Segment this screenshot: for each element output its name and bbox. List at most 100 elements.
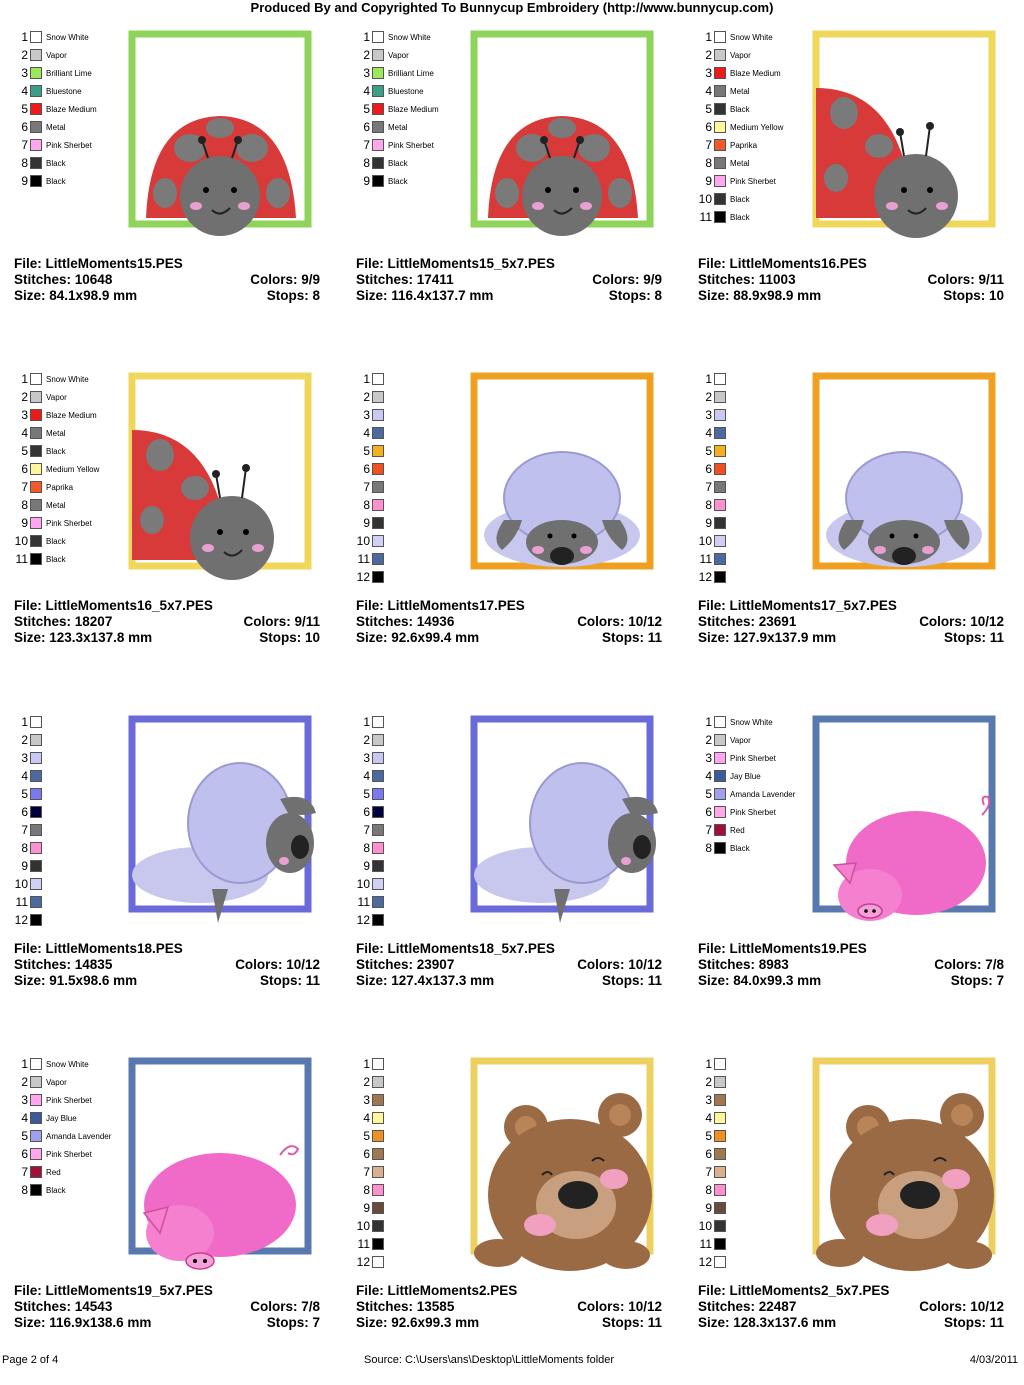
thread-color-swatch xyxy=(30,49,42,61)
thread-color-name: Paprika xyxy=(46,482,74,492)
file-name: LittleMoments15_5x7.PES xyxy=(387,256,555,271)
thread-color-swatch xyxy=(714,842,726,854)
stop-count: 11 xyxy=(305,973,320,988)
pig-embroidery-image xyxy=(804,713,1004,933)
file-label: File: xyxy=(356,941,384,956)
size-label: Size: xyxy=(14,973,46,988)
design-size: 92.6x99.3 mm xyxy=(391,1315,480,1330)
thread-number: 10 xyxy=(698,192,712,206)
thread-color-row: 9 Pink Sherbet xyxy=(698,172,783,190)
stop-count: 8 xyxy=(654,288,662,303)
thread-color-name: Amanda Lavender xyxy=(46,1131,112,1141)
thread-color-swatch xyxy=(714,824,726,836)
design-info: File: LittleMoments17_5x7.PES Stitches: 2… xyxy=(698,598,1004,646)
thread-color-list: 1 Snow White 2 Vapor 3 Blaze Medium 4 Metal 5 Bla… xyxy=(14,370,100,568)
thread-color-name: Brilliant Lime xyxy=(46,68,92,78)
thread-color-name: Snow White xyxy=(730,32,773,42)
color-count: 7/8 xyxy=(301,1299,320,1314)
thread-color-swatch xyxy=(372,49,384,61)
thread-color-row: 5 xyxy=(698,442,730,460)
stop-count: 11 xyxy=(647,630,662,645)
stops-label: Stops: xyxy=(601,1315,644,1330)
design-size: 91.5x98.6 mm xyxy=(49,973,138,988)
thread-number: 4 xyxy=(705,769,712,783)
thread-number: 4 xyxy=(363,769,370,783)
thread-color-swatch xyxy=(372,1094,384,1106)
thread-color-row: 6 Pink Sherbet xyxy=(698,803,795,821)
thread-number: 1 xyxy=(705,1057,712,1071)
design-size: 92.6x99.4 mm xyxy=(391,630,480,645)
stitch-count: 23691 xyxy=(758,614,797,629)
thread-color-row: 11 xyxy=(356,1235,388,1253)
sheep-embroidery-image xyxy=(804,370,1004,590)
thread-color-swatch xyxy=(714,67,726,79)
color-count: 9/9 xyxy=(301,272,320,287)
thread-color-swatch xyxy=(30,1094,42,1106)
thread-number: 4 xyxy=(21,769,28,783)
size-label: Size: xyxy=(14,288,46,303)
thread-number: 8 xyxy=(705,841,712,855)
thread-color-row: 2 xyxy=(356,388,388,406)
thread-color-swatch xyxy=(372,1238,384,1250)
stitches-label: Stitches: xyxy=(698,614,756,629)
thread-color-swatch xyxy=(30,103,42,115)
thread-color-swatch xyxy=(714,770,726,782)
thread-color-swatch xyxy=(372,409,384,421)
thread-color-swatch xyxy=(714,1238,726,1250)
design-card: 1 2 3 4 5 6 7 8 9 10 11 12 File: LittleMoments18_5x7… xyxy=(350,713,680,1043)
ladybug-embroidery-image xyxy=(120,370,320,590)
thread-number: 5 xyxy=(21,102,28,116)
thread-color-name: Metal xyxy=(46,500,66,510)
thread-number: 11 xyxy=(15,895,28,909)
thread-color-swatch xyxy=(30,31,42,43)
thread-color-row: 3 xyxy=(698,1091,730,1109)
thread-color-row: 3 xyxy=(14,749,46,767)
thread-color-name: Black xyxy=(730,194,750,204)
stitches-label: Stitches: xyxy=(14,957,72,972)
thread-color-swatch xyxy=(372,535,384,547)
thread-color-swatch xyxy=(714,445,726,457)
thread-color-swatch xyxy=(30,445,42,457)
thread-color-swatch xyxy=(714,85,726,97)
thread-color-row: 10 xyxy=(356,532,388,550)
thread-color-swatch xyxy=(372,1112,384,1124)
thread-number: 7 xyxy=(21,1165,28,1179)
thread-color-row: 12 xyxy=(698,1253,730,1271)
page-number: Page 2 of 4 xyxy=(2,1354,59,1366)
thread-color-swatch xyxy=(372,427,384,439)
thread-color-swatch xyxy=(30,175,42,187)
thread-color-swatch xyxy=(714,49,726,61)
thread-color-name: Metal xyxy=(388,122,408,132)
thread-number: 6 xyxy=(363,805,370,819)
color-count: 10/12 xyxy=(628,1299,662,1314)
thread-number: 6 xyxy=(705,462,712,476)
thread-color-swatch xyxy=(30,1058,42,1070)
thread-color-row: 12 xyxy=(356,911,388,929)
thread-color-name: Bluestone xyxy=(388,86,424,96)
thread-number: 1 xyxy=(21,715,28,729)
ladybug-embroidery-image xyxy=(120,28,320,248)
thread-color-row: 9 xyxy=(356,1199,388,1217)
sheep-embroidery-image xyxy=(462,713,662,933)
thread-color-row: 5 Blaze Medium xyxy=(14,100,96,118)
thread-number: 9 xyxy=(363,516,370,530)
thread-color-name: Black xyxy=(46,158,66,168)
thread-color-name: Pink Sherbet xyxy=(46,140,92,150)
thread-color-row: 4 xyxy=(698,424,730,442)
thread-color-row: 1 Snow White xyxy=(698,713,795,731)
thread-number: 3 xyxy=(21,751,28,765)
size-label: Size: xyxy=(698,1315,730,1330)
thread-color-name: Pink Sherbet xyxy=(730,176,776,186)
thread-color-row: 5 xyxy=(356,442,388,460)
thread-color-row: 3 Blaze Medium xyxy=(14,406,99,424)
thread-number: 3 xyxy=(21,66,28,80)
thread-color-name: Brilliant Lime xyxy=(388,68,434,78)
thread-color-name: Black xyxy=(46,176,66,186)
file-label: File: xyxy=(698,256,726,271)
thread-color-row: 4 xyxy=(356,424,388,442)
thread-number: 1 xyxy=(363,1057,370,1071)
thread-color-row: 2 xyxy=(356,1073,388,1091)
thread-number: 6 xyxy=(705,120,712,134)
thread-color-row: 9 Black xyxy=(14,172,97,190)
thread-number: 9 xyxy=(705,516,712,530)
